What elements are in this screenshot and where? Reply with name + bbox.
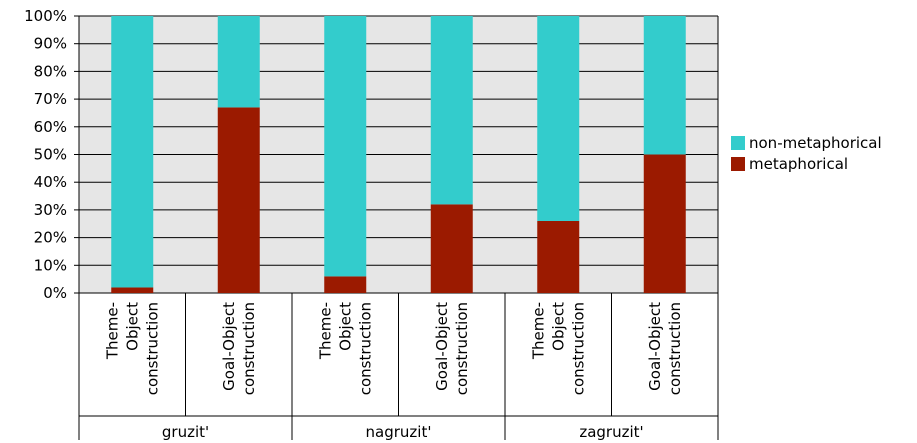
bars	[111, 16, 686, 293]
y-tick-label: 20%	[34, 229, 67, 247]
x-category-label: Theme-	[103, 302, 121, 360]
x-category-label: Goal-Object	[646, 302, 664, 391]
x-category-label: Object	[123, 302, 141, 351]
legend-label: non-metaphorical	[749, 134, 882, 152]
x-category-label: construction	[666, 302, 684, 395]
y-tick-label: 40%	[34, 173, 67, 191]
x-category-label: construction	[240, 302, 258, 395]
bar-non-metaphorical	[217, 16, 260, 108]
y-tick-label: 90%	[34, 35, 67, 53]
x-group-labels: gruzit' nagruzit' zagruzit'	[162, 423, 644, 441]
x-category-label: construction	[569, 302, 587, 395]
bar-metaphorical	[537, 220, 580, 293]
y-tick-label: 80%	[34, 62, 67, 80]
x-category-label: Object	[336, 302, 354, 351]
y-tick-label: 50%	[34, 146, 67, 164]
x-category-label: Theme-	[316, 302, 334, 360]
x-category-label: Theme-	[529, 302, 547, 360]
bar-non-metaphorical	[643, 16, 686, 155]
y-tick-label: 60%	[34, 118, 67, 136]
bar-metaphorical	[111, 287, 154, 293]
x-group-label: nagruzit'	[366, 423, 432, 441]
gridlines	[74, 15, 718, 294]
bar-metaphorical	[430, 204, 473, 293]
y-tick-label: 70%	[34, 90, 67, 108]
x-category-label: construction	[143, 302, 161, 395]
axes	[78, 16, 719, 440]
x-category-label: construction	[356, 302, 374, 395]
y-tick-label: 0%	[43, 284, 67, 302]
bar-non-metaphorical	[111, 16, 154, 288]
legend-label: metaphorical	[749, 155, 848, 173]
legend: non-metaphorical metaphorical	[731, 134, 882, 173]
x-category-label: Object	[549, 302, 567, 351]
y-tick-label: 100%	[24, 7, 67, 25]
bar-non-metaphorical	[324, 16, 367, 277]
bar-non-metaphorical	[430, 16, 473, 205]
legend-swatch	[731, 157, 745, 171]
x-category-label: Goal-Object	[220, 302, 238, 391]
bar-metaphorical	[643, 154, 686, 293]
bar-metaphorical	[324, 276, 367, 293]
bar-metaphorical	[217, 107, 260, 293]
y-tick-labels: 0% 10% 20% 30% 40% 50% 60% 70% 80% 90% 100%	[24, 7, 67, 302]
y-tick-label: 10%	[34, 256, 67, 274]
bar-non-metaphorical	[537, 16, 580, 221]
x-category-labels: Theme- Object construction Goal-Object const…	[103, 302, 684, 395]
y-tick-label: 30%	[34, 201, 67, 219]
legend-swatch	[731, 136, 745, 150]
x-group-label: zagruzit'	[579, 423, 643, 441]
x-group-label: gruzit'	[162, 423, 209, 441]
x-category-label: Goal-Object	[433, 302, 451, 391]
x-category-label: construction	[453, 302, 471, 395]
